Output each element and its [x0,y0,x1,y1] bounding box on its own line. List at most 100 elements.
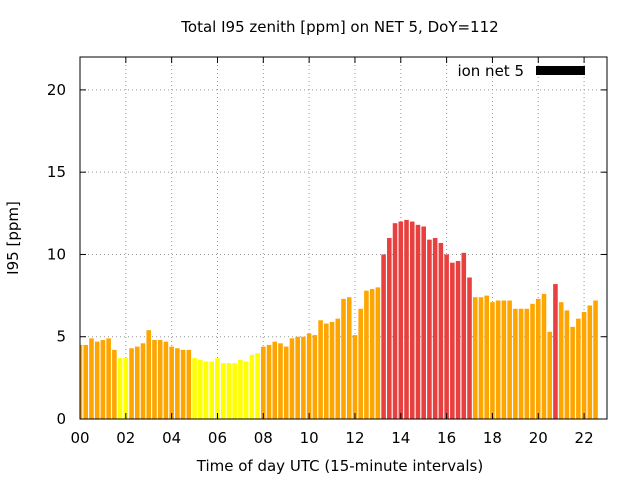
plot-frame [79,56,608,420]
bar [547,331,553,419]
x-tick-label: 12 [345,429,364,447]
bar [301,336,306,419]
bar [490,302,495,419]
bar [140,343,146,419]
bar [203,361,209,419]
bar [106,338,111,419]
y-tick-label: 5 [56,328,66,346]
x-tick-label: 00 [70,429,89,447]
legend-label: ion net 5 [457,62,524,80]
bar [455,261,461,419]
bar [478,297,484,419]
bar [146,330,152,419]
bar [152,340,157,419]
bar [215,358,220,419]
bar [117,358,123,419]
bar [186,349,192,419]
x-tick-label: 02 [116,429,135,447]
bar [450,262,455,419]
bar [518,308,524,419]
bar [335,318,341,419]
bar [381,254,386,419]
bar [438,242,444,419]
bar [564,310,570,419]
bar [209,361,215,419]
bar [358,308,363,419]
bar [226,363,232,419]
x-tick-label: 06 [208,429,227,447]
bar [421,226,426,419]
x-tick-label: 22 [575,429,594,447]
bar [175,348,180,419]
x-tick-label: 04 [162,429,181,447]
bar [535,298,541,419]
bar [409,221,415,419]
bar [576,318,581,419]
x-axis-ticks: 00 02 04 06 08 10 12 14 16 18 20 22 [70,57,594,447]
bar [283,346,289,419]
bar [318,320,323,419]
bar [129,348,134,419]
chart-title: Total I95 zenith [ppm] on NET 5, DoY=112 [180,18,498,36]
bar [427,239,432,419]
bar [266,344,272,419]
x-tick-label: 16 [437,429,456,447]
bar [83,344,89,419]
x-tick-label: 20 [529,429,548,447]
bar [157,340,163,419]
bar [524,308,530,419]
bar [501,300,507,419]
bar [192,358,197,419]
bar [89,338,94,419]
bar-series [80,219,598,419]
bar [255,353,260,419]
bar [324,323,329,419]
bar [352,335,358,419]
bar [163,341,169,419]
y-axis-label: I95 [ppm] [4,201,22,275]
bar [587,305,593,419]
bar [243,361,249,419]
bar [169,346,174,419]
bar [220,363,226,419]
bar [495,300,501,419]
bar [261,346,266,419]
x-tick-label: 10 [300,429,319,447]
bar [387,238,392,419]
bar [306,333,312,419]
bar [180,349,186,419]
bar [100,340,106,419]
y-axis-ticks: 0 5 10 15 20 [47,81,607,428]
bar [329,321,335,419]
bar [94,341,100,419]
bar [507,300,512,419]
bar [558,302,564,419]
x-tick-label: 14 [391,429,410,447]
bar [289,338,295,419]
bar [553,284,558,419]
bar [134,346,140,419]
bar [249,354,255,419]
y-tick-label: 10 [47,245,66,263]
bar [80,344,83,419]
bar [444,254,449,419]
bar [530,303,535,419]
x-axis-label: Time of day UTC (15-minute intervals) [196,457,483,475]
bar [570,326,575,419]
legend: ion net 5 [457,62,585,80]
bar [369,289,375,419]
bar [472,297,478,419]
bar [364,290,369,419]
bar [346,297,352,419]
bar [295,336,300,419]
bar [272,341,278,419]
bar [312,335,318,419]
bar [415,224,421,419]
bar [581,312,587,419]
bar [398,221,404,419]
bar [238,359,243,419]
bar [112,349,117,419]
bar [123,358,129,419]
bar [541,293,547,419]
